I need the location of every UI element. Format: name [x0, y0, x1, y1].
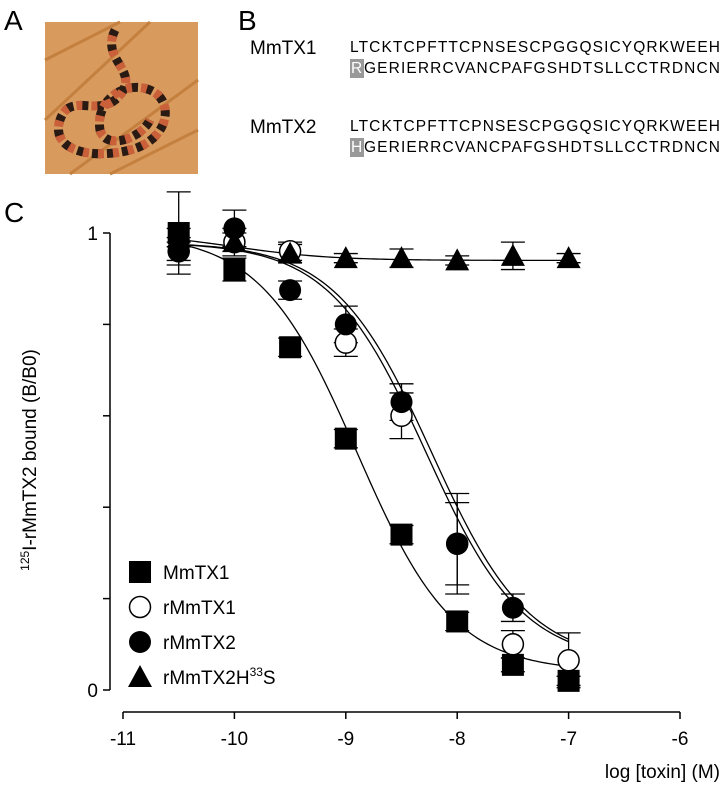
- legend-name: rMmTX1: [163, 598, 236, 619]
- legend-marker: [129, 561, 151, 583]
- legend-sup: 33: [250, 665, 264, 679]
- legend-name: rMmTX2: [163, 633, 236, 654]
- marker: [334, 313, 357, 336]
- peptide-name: MmTX2: [250, 117, 317, 138]
- marker: [557, 669, 580, 692]
- x-tick-label: -8: [449, 729, 466, 750]
- marker: [166, 225, 191, 248]
- y-label-sup: 125: [18, 551, 32, 571]
- marker: [278, 241, 303, 264]
- marker: [389, 246, 414, 269]
- sequence-highlight: H: [351, 139, 362, 156]
- marker: [445, 248, 470, 271]
- sequence-highlight: R: [351, 60, 362, 77]
- sequence: LTCKTCPFTTCPNSESCPGGQSICYQRKWEEH: [350, 39, 720, 56]
- fit-curve: [178, 243, 569, 640]
- legend-name-end: S: [263, 668, 276, 689]
- marker: [446, 610, 469, 633]
- marker: [390, 391, 413, 414]
- x-tick-label: -7: [560, 729, 577, 750]
- legend-name: MmTX1: [163, 563, 230, 584]
- y-label-text: I-rMmTX2 bound (B/B0): [20, 349, 41, 551]
- y-tick-label: 0: [87, 681, 98, 702]
- marker: [333, 246, 358, 269]
- y-axis-label: 125I-rMmTX2 bound (B/B0): [18, 349, 41, 571]
- legend-label: MmTX1: [163, 563, 230, 584]
- marker: [279, 279, 302, 302]
- marker: [446, 532, 469, 555]
- legend-label: rMmTX2H33S: [163, 665, 276, 689]
- legend-name: rMmTX2H: [163, 668, 250, 689]
- panel-label: C: [4, 197, 24, 228]
- sequence: LTCKTCPFTTCPNSESCPGGQSICYQRKWEEH: [350, 118, 720, 135]
- sequence: GERIERRCVANCPAFGSHDTSLLCCTRDNCN: [364, 60, 720, 77]
- marker: [334, 427, 357, 450]
- marker: [390, 523, 413, 546]
- marker: [501, 633, 525, 656]
- legend-label: rMmTX1: [163, 598, 236, 619]
- marker: [501, 653, 524, 676]
- marker: [279, 336, 302, 359]
- panel-label: B: [238, 5, 257, 36]
- snake-photo: [43, 20, 199, 176]
- marker: [501, 596, 524, 619]
- marker: [556, 246, 581, 269]
- sequence: GERIERRCVANCPAFGSHDTSLLCCTRDNCN: [364, 139, 720, 156]
- legend-marker: [128, 595, 152, 619]
- marker: [223, 258, 246, 281]
- x-tick-label: -11: [110, 729, 136, 750]
- x-tick-label: -9: [337, 729, 354, 750]
- x-axis-label: log [toxin] (M): [605, 762, 720, 783]
- peptide-name: MmTX1: [250, 38, 317, 59]
- marker: [223, 217, 246, 240]
- marker: [500, 243, 525, 266]
- legend-marker: [128, 665, 152, 687]
- highlight-box: [350, 59, 364, 78]
- x-tick-label: -6: [672, 729, 689, 750]
- highlight-box: [350, 138, 364, 157]
- fit-curve: [178, 244, 569, 643]
- legend-marker: [129, 631, 151, 653]
- y-tick-label: 1: [87, 224, 98, 245]
- marker: [222, 230, 247, 253]
- marker: [557, 649, 580, 672]
- x-tick-label: -10: [221, 729, 248, 750]
- legend-label: rMmTX2: [163, 633, 236, 654]
- panel-label: A: [4, 5, 23, 36]
